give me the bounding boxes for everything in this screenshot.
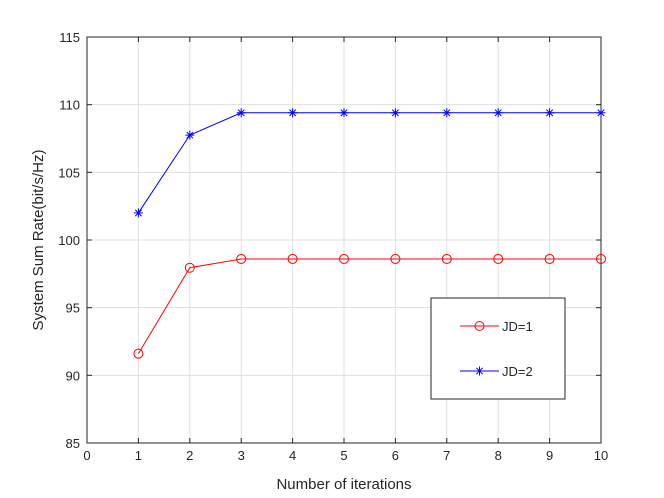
ticks: 0 1 2 3 4 5 6 7 8 9 10 85 90 95 100 105 110 115 <box>58 30 608 463</box>
x-tick-label: 7 <box>443 448 450 463</box>
x-tick-label: 9 <box>546 448 553 463</box>
data-point <box>236 108 246 118</box>
data-point <box>545 108 555 118</box>
data-point <box>339 253 349 264</box>
data-point <box>390 108 400 118</box>
data-point <box>133 208 143 218</box>
x-tick-label: 8 <box>495 448 502 463</box>
x-tick-label: 10 <box>594 448 608 463</box>
legend-marker <box>474 321 485 331</box>
x-tick-label: 6 <box>392 448 399 463</box>
data-point <box>133 348 144 359</box>
data-point <box>287 253 298 264</box>
data-point <box>596 253 606 264</box>
y-tick-label: 90 <box>66 368 80 383</box>
x-tick-label: 3 <box>238 448 245 463</box>
y-axis-title: System Sum Rate(bit/s/Hz) <box>30 150 47 331</box>
x-axis-title: Number of iterations <box>276 476 411 493</box>
data-point <box>390 253 401 264</box>
data-point <box>544 253 555 264</box>
y-tick-label: 100 <box>58 233 80 248</box>
data-point <box>441 253 452 264</box>
data-point <box>596 108 606 118</box>
y-tick-label: 115 <box>59 30 80 45</box>
data-point <box>493 253 504 264</box>
x-tick-label: 2 <box>186 448 193 463</box>
legend-marker <box>475 366 484 376</box>
data-point <box>288 108 298 118</box>
legend-box <box>430 297 566 400</box>
series-line-2 <box>137 112 601 214</box>
data-point <box>184 262 195 273</box>
legend: JD=1 JD=2 <box>430 297 566 400</box>
y-tick-label: 105 <box>58 165 80 180</box>
data-point <box>493 108 503 118</box>
data-point <box>236 253 247 264</box>
x-tick-label: 4 <box>289 448 296 463</box>
series-line-1 <box>137 258 601 354</box>
data-point <box>442 108 452 118</box>
y-tick-label: 95 <box>66 301 80 316</box>
y-tick-label: 110 <box>59 98 80 113</box>
x-tick-label: 1 <box>135 448 142 463</box>
series <box>133 108 606 359</box>
legend-label: JD=2 <box>502 364 533 379</box>
data-point <box>339 108 349 118</box>
data-point <box>185 130 195 140</box>
x-tick-label: 5 <box>340 448 347 463</box>
y-tick-label: 85 <box>66 436 80 451</box>
x-tick-label: 0 <box>83 448 90 463</box>
legend-label: JD=1 <box>502 319 533 334</box>
grid <box>87 37 601 443</box>
